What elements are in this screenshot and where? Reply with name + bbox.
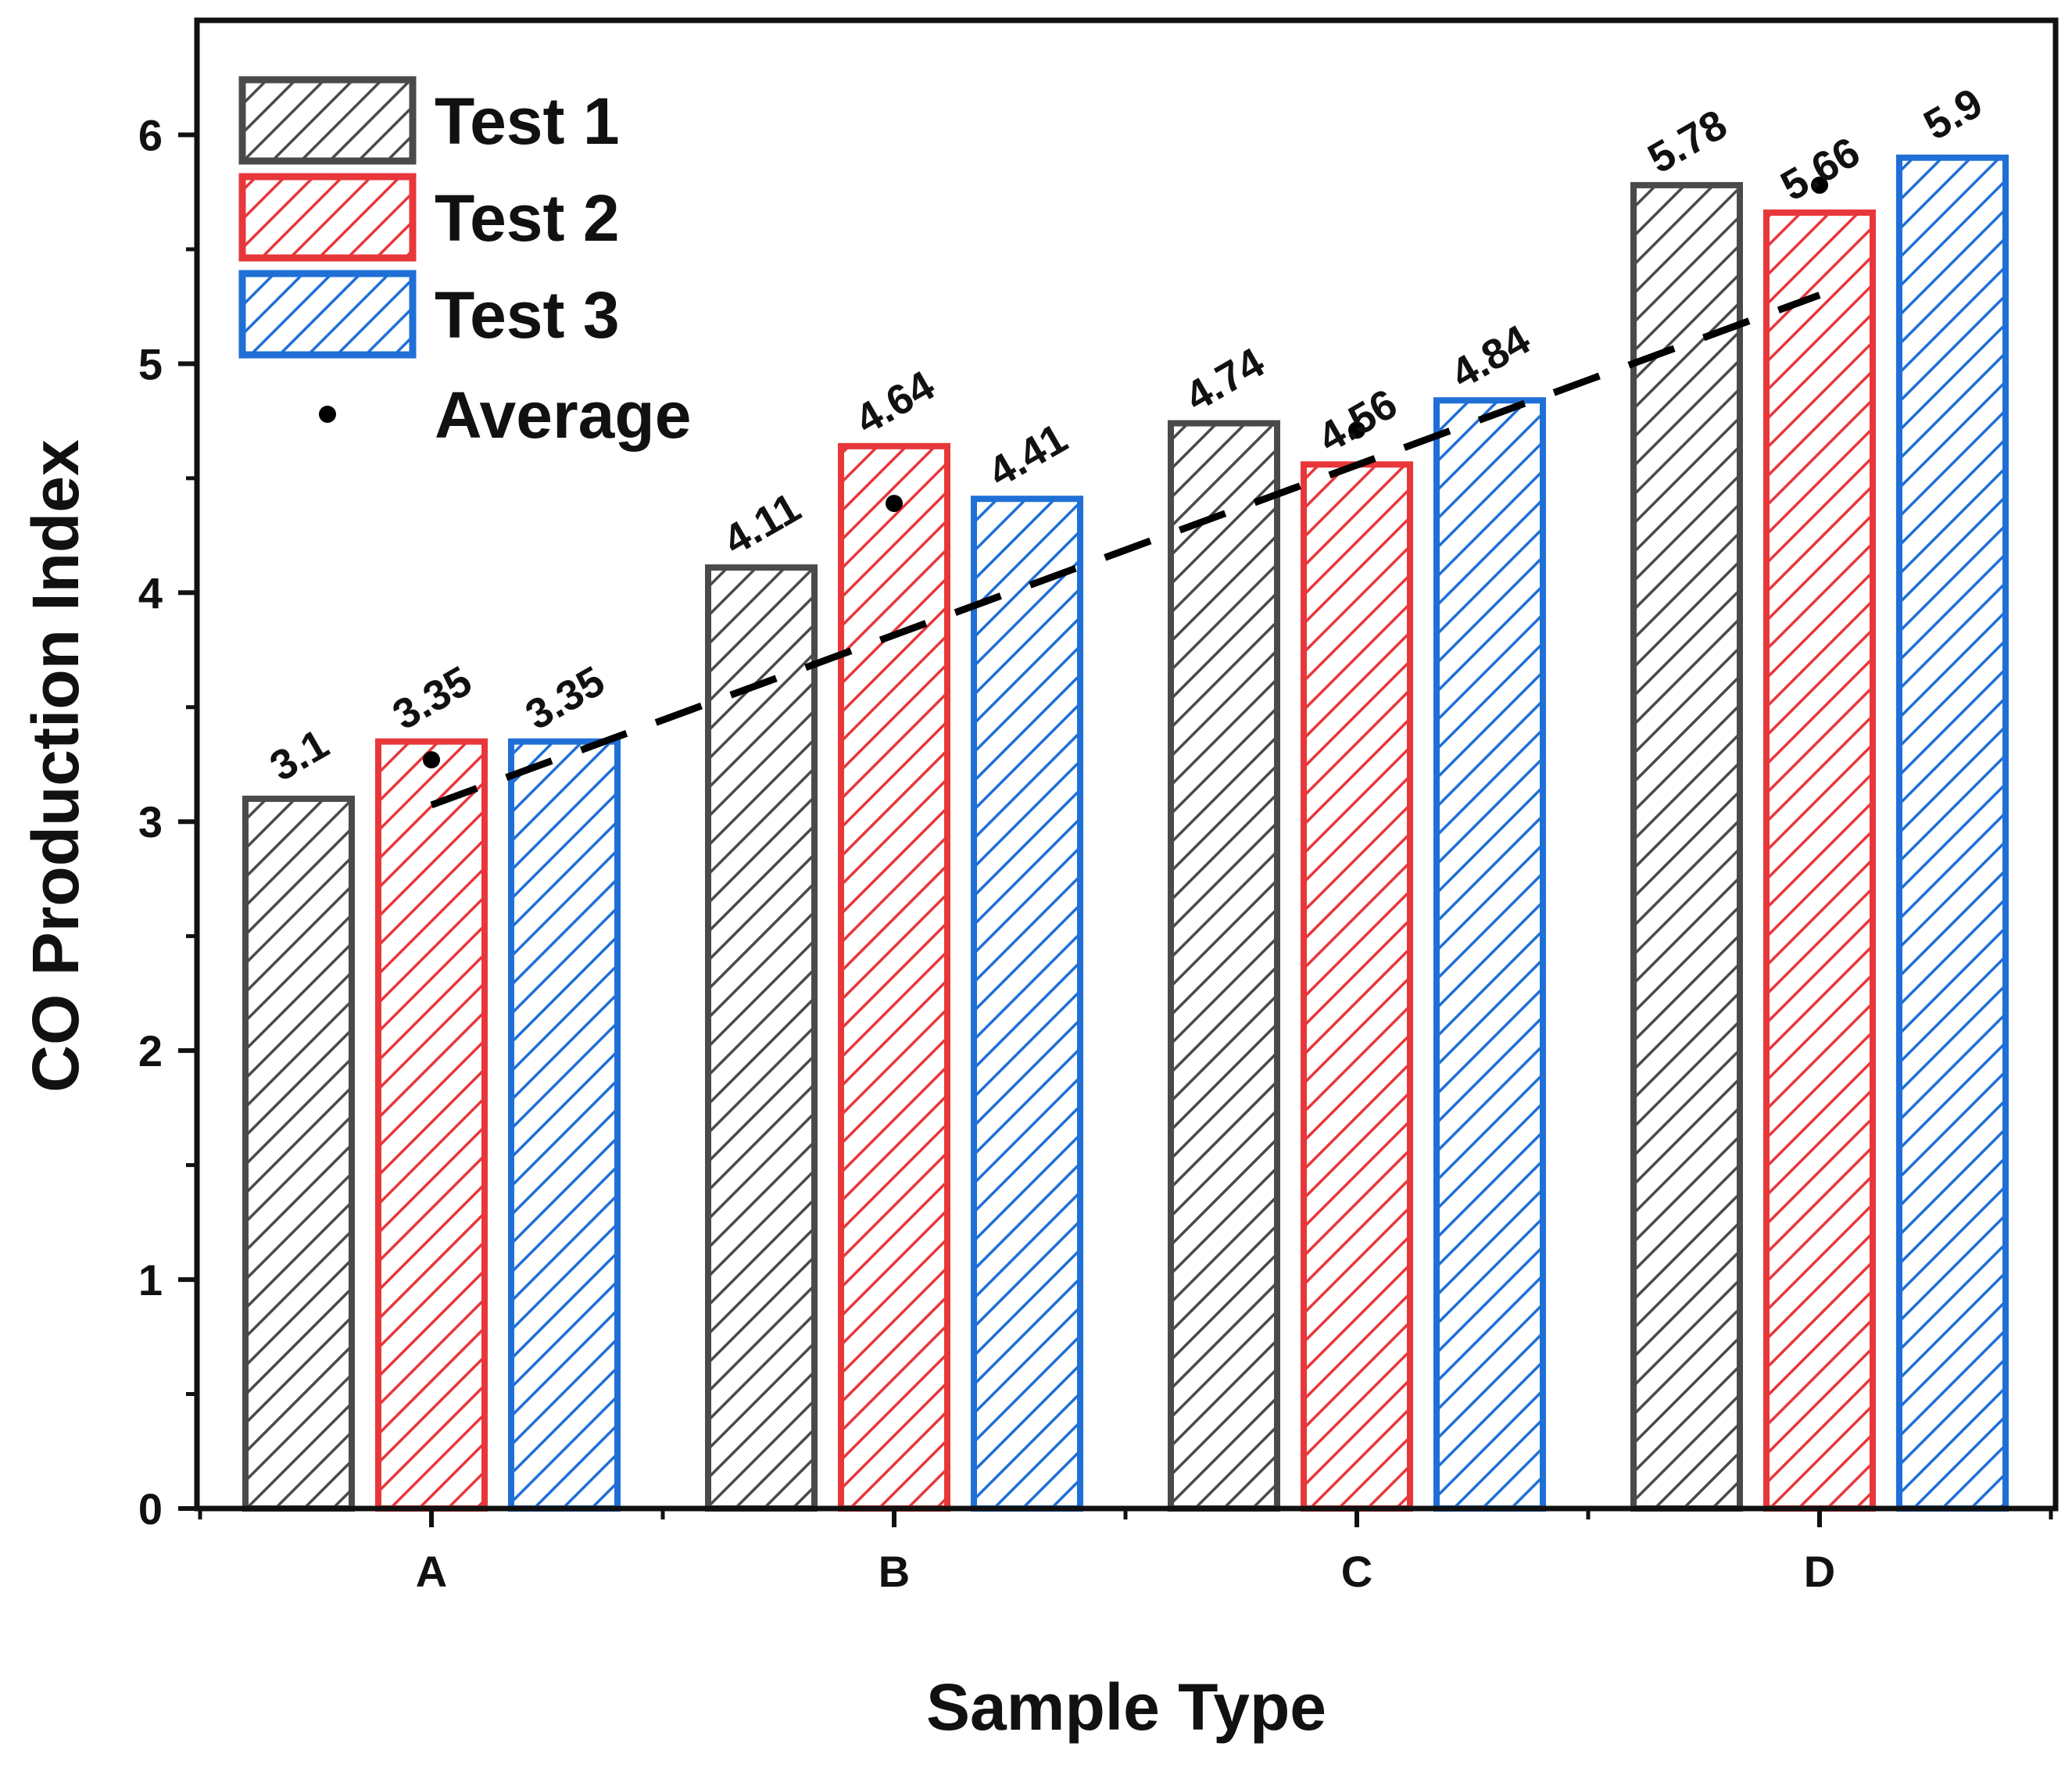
bar-value-label: 4.11: [716, 484, 808, 564]
bars-layer: [242, 154, 2009, 1512]
legend-swatch-test-2: [238, 173, 417, 262]
bar-value-label: 3.35: [517, 657, 612, 739]
bar-value-label: 4.64: [847, 362, 942, 444]
bar-value-label: 3.35: [385, 657, 479, 739]
legend: Test 1 Test 2 Test 3 Average: [238, 76, 691, 452]
legend-swatch-test-1: [238, 76, 417, 165]
y-tick-label: 5: [138, 339, 163, 388]
y-tick-label: 4: [138, 568, 163, 617]
y-tick-label: 1: [138, 1255, 163, 1305]
bar-test-1-b: [705, 564, 818, 1512]
bar-test-2-a: [375, 738, 488, 1512]
legend-label: Test 1: [435, 84, 620, 158]
x-tick-label: C: [1341, 1547, 1372, 1596]
bar-test-1-a: [242, 795, 355, 1512]
average-trendline: [430, 292, 1821, 809]
bar-value-label: 4.74: [1177, 339, 1272, 421]
bar-test-3-b: [971, 496, 1083, 1512]
y-tick-label: 6: [138, 110, 163, 159]
legend-average-marker: [319, 406, 336, 423]
bar-test-2-c: [1301, 461, 1413, 1512]
bar-test-3-d: [1896, 154, 2009, 1512]
bar-value-label: 4.41: [980, 414, 1075, 496]
y-tick-label: 3: [138, 797, 163, 846]
average-point-b: [886, 495, 903, 513]
bar-test-3-c: [1433, 397, 1546, 1512]
y-axis-ticks: 0 1 2 3 4 5 6: [138, 110, 197, 1534]
x-axis-title: Sample Type: [926, 1670, 1326, 1744]
average-point-c: [1348, 421, 1365, 439]
bar-value-label: 5.78: [1640, 101, 1734, 183]
y-tick-label: 2: [138, 1026, 163, 1075]
average-point-a: [423, 751, 440, 769]
legend-label: Average: [435, 378, 691, 452]
bar-test-1-d: [1630, 181, 1743, 1512]
legend-label: Test 3: [435, 278, 620, 352]
bar-value-label: 4.56: [1310, 380, 1405, 462]
average-point-d: [1811, 176, 1828, 194]
bar-value-label: 5.66: [1773, 128, 1867, 210]
y-tick-label: 0: [138, 1484, 163, 1534]
x-tick-label: B: [879, 1547, 910, 1596]
x-tick-label: D: [1804, 1547, 1835, 1596]
average-markers: [423, 176, 1828, 769]
x-tick-label: A: [416, 1547, 447, 1596]
bar-test-3-a: [508, 738, 621, 1512]
bar-test-1-c: [1168, 420, 1280, 1512]
bar-test-2-d: [1763, 209, 1876, 1512]
x-axis-ticks: A B C D: [198, 1509, 2053, 1596]
bar-value-label: 4.84: [1443, 316, 1537, 398]
y-axis-title: CO Production Index: [19, 439, 92, 1093]
bar-value-label: 3.1: [262, 721, 336, 791]
bar-test-2-b: [838, 442, 950, 1512]
bar-value-label: 5.9: [1916, 79, 1990, 149]
trend-layer: [430, 292, 1821, 809]
legend-label: Test 2: [435, 181, 620, 255]
legend-swatch-test-3: [238, 270, 417, 359]
